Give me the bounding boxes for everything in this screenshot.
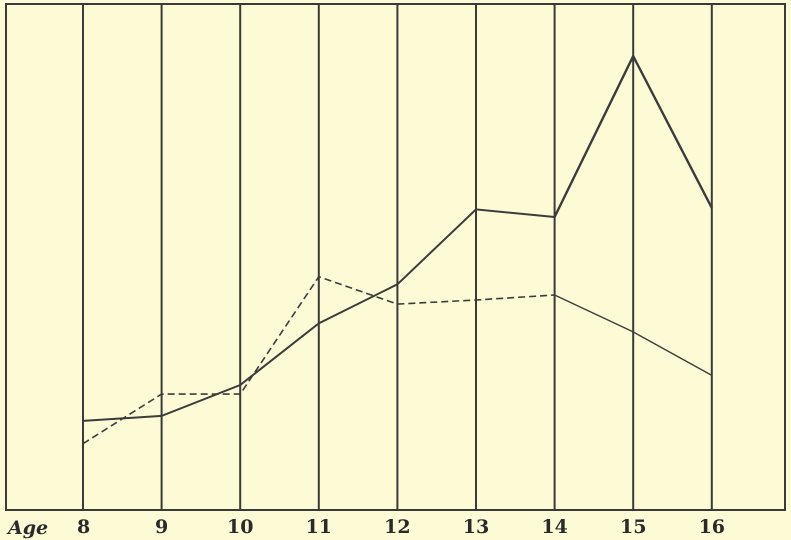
x-tick-label: 13: [463, 516, 489, 538]
series-1-line: [554, 294, 713, 377]
series-2-line: [82, 275, 555, 445]
series-0-line-segment-1: [553, 53, 713, 218]
x-axis-label: Age: [6, 517, 48, 539]
plot-frame: [5, 3, 786, 511]
x-tick-labels: 8 9 10 11 12 13 14 15 16: [77, 516, 725, 538]
grid: [82, 4, 713, 510]
x-tick-label: 14: [541, 516, 567, 538]
x-tick-label: 15: [620, 516, 646, 538]
series-0-line-segment-0: [82, 208, 555, 422]
x-tick-label: 9: [155, 516, 168, 538]
x-tick-label: 16: [699, 516, 725, 538]
x-tick-label: 11: [306, 516, 332, 538]
series-group: [82, 53, 713, 445]
x-tick-label: 8: [77, 516, 90, 538]
x-tick-label: 10: [227, 516, 253, 538]
x-tick-label: 12: [384, 516, 410, 538]
